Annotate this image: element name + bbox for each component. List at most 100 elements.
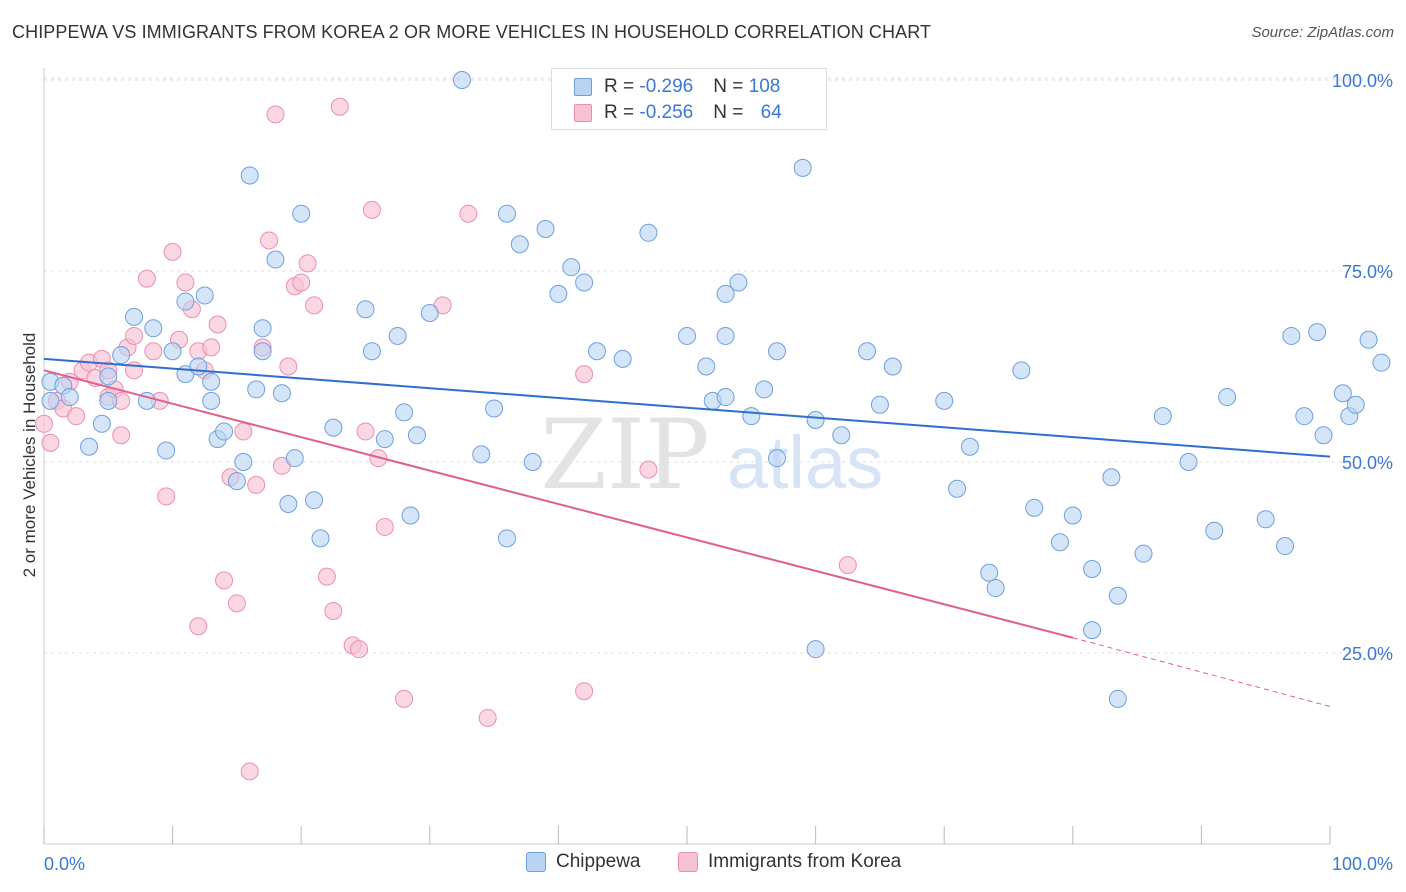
korea-point <box>639 460 658 479</box>
korea-point <box>35 414 53 433</box>
legend-item-chippewa: Chippewa <box>526 851 641 873</box>
x-tick-label-min: 0.0% <box>44 854 85 874</box>
chippewa-point <box>272 384 291 403</box>
chippewa-point <box>755 380 774 399</box>
chippewa-point <box>485 399 504 418</box>
chart-title: CHIPPEWA VS IMMIGRANTS FROM KOREA 2 OR M… <box>12 22 932 42</box>
chippewa-point <box>292 204 311 223</box>
korea-point <box>163 242 182 261</box>
chippewa-point <box>549 284 568 303</box>
chippewa-point <box>285 449 304 468</box>
chippewa-point <box>311 529 330 548</box>
chippewa-point <box>1179 453 1198 471</box>
chippewa-point <box>1333 384 1352 403</box>
chippewa-point <box>935 391 954 410</box>
legend-r-value: -0.296 <box>639 76 694 97</box>
axes <box>43 68 1331 845</box>
chippewa-point <box>305 491 324 510</box>
legend-r-label: R = <box>604 102 640 123</box>
korea-swatch <box>574 104 592 122</box>
chippewa-trend-line <box>43 357 1331 458</box>
chippewa-point <box>125 307 144 326</box>
chippewa-point <box>253 319 272 338</box>
chippewa-point <box>716 284 735 303</box>
chippewa-point <box>497 204 516 223</box>
chippewa-point <box>356 300 375 319</box>
korea-point <box>176 273 195 292</box>
legend-label-chippewa: Chippewa <box>556 851 641 872</box>
korea-point <box>838 556 857 575</box>
korea-legend-swatch <box>678 852 698 872</box>
chippewa-point <box>144 319 163 338</box>
chippewa-point <box>832 426 851 445</box>
legend-row-chippewa: R = -0.296 N = 108 <box>574 75 780 99</box>
korea-point <box>240 762 259 781</box>
legend-row-korea: R = -0.256 N = 64 <box>574 101 782 125</box>
korea-point <box>234 422 253 441</box>
korea-point <box>356 422 375 441</box>
chippewa-point <box>1083 621 1102 640</box>
chippewa-point <box>742 407 761 426</box>
chippewa-point <box>1308 323 1327 342</box>
chippewa-point <box>639 223 658 242</box>
korea-point <box>266 105 285 124</box>
chippewa-point <box>362 342 381 361</box>
chippewa-point <box>41 391 60 410</box>
chippewa-point <box>716 326 735 345</box>
legend-r-value: -0.256 <box>639 102 694 123</box>
chippewa-point <box>1346 395 1365 414</box>
chippewa-point <box>678 326 696 345</box>
watermark-zip: ZIP <box>540 399 709 511</box>
chippewa-point <box>157 441 176 460</box>
chippewa-point <box>60 388 79 407</box>
legend-item-korea: Immigrants from Korea <box>678 851 901 873</box>
chippewa-point <box>1083 559 1102 578</box>
y-tick-label: 25.0% <box>1342 644 1393 664</box>
chippewa-point <box>793 158 812 177</box>
chippewa-point <box>870 395 889 414</box>
chippewa-point <box>883 357 902 376</box>
chippewa-point <box>227 472 246 491</box>
chippewa-point <box>1012 361 1031 380</box>
legend-n-label: N = <box>713 102 749 123</box>
korea-point <box>292 273 311 292</box>
chippewa-point <box>202 391 221 410</box>
chippewa-point <box>163 342 182 361</box>
legend-n-value: 108 <box>748 76 781 97</box>
korea-point <box>247 475 266 494</box>
chippewa-point <box>562 258 581 277</box>
korea-point <box>375 517 394 536</box>
korea-point <box>41 433 60 452</box>
chippewa-point <box>697 357 716 376</box>
chippewa-point <box>266 250 285 269</box>
legend-n-value: 64 <box>760 102 782 123</box>
y-tick-label: 75.0% <box>1342 262 1393 282</box>
korea-point <box>157 487 176 506</box>
chippewa-point <box>1314 426 1333 445</box>
chippewa-swatch <box>574 78 592 96</box>
chippewa-point <box>1282 326 1301 345</box>
korea-point <box>112 426 131 445</box>
chippewa-point <box>99 391 118 410</box>
chippewa-point <box>253 342 272 361</box>
legend-n-label: N = <box>713 76 749 97</box>
korea-point <box>324 601 343 620</box>
chippewa-point <box>1295 407 1314 426</box>
chippewa-point <box>1205 521 1224 540</box>
chippewa-point <box>729 273 748 292</box>
chippewa-point <box>279 495 298 514</box>
korea-point <box>279 357 298 376</box>
x-tick-label-max: 100.0% <box>1332 854 1393 874</box>
korea-point <box>575 682 594 701</box>
source-note: Source: ZipAtlas.com <box>1251 24 1394 41</box>
y-tick-label: 100.0% <box>1332 71 1393 91</box>
korea-point <box>202 338 221 357</box>
chippewa-point <box>234 453 253 471</box>
chippewa-point <box>388 326 407 345</box>
chippewa-point <box>768 342 787 361</box>
chippewa-point <box>858 342 877 361</box>
chippewa-legend-swatch <box>526 852 546 872</box>
chippewa-point <box>575 273 594 292</box>
chippewa-point <box>240 166 259 185</box>
